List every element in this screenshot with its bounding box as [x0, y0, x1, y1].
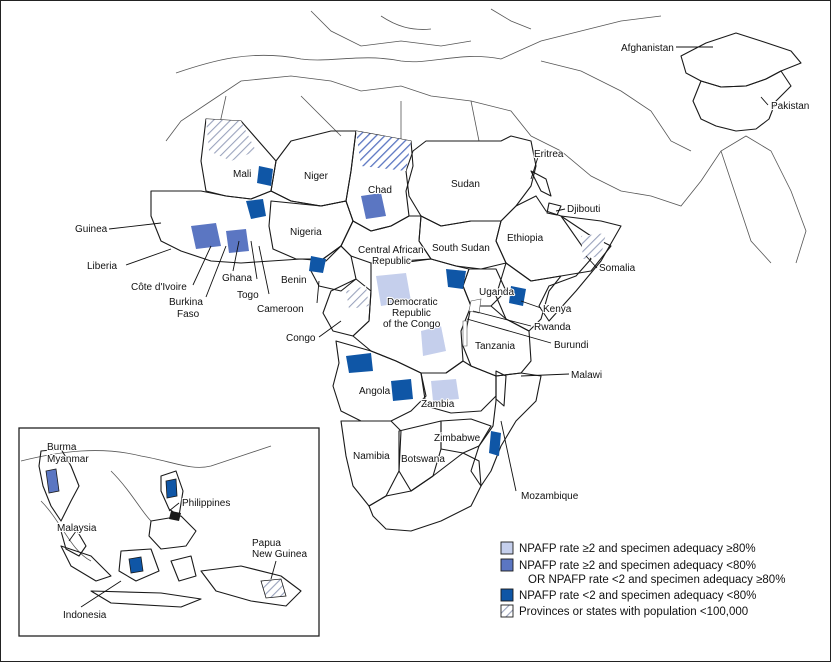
label-namibia: Namibia — [353, 451, 390, 462]
label-car-line2: Republic — [372, 256, 411, 267]
label-botswana: Botswana — [401, 454, 445, 465]
label-burma-line2: Myanmar — [47, 454, 89, 465]
legend: NPAFP rate ≥2 and specimen adequacy ≥80%… — [500, 541, 785, 618]
label-burkina-line1: Burkina — [169, 297, 203, 308]
legend-swatch-hatch — [500, 604, 514, 618]
label-mali: Mali — [233, 169, 251, 180]
label-sudan: Sudan — [451, 179, 480, 190]
legend-label-low: NPAFP rate <2 and specimen adequacy <80% — [519, 590, 756, 602]
label-cameroon: Cameroon — [257, 304, 304, 315]
label-angola: Angola — [359, 386, 391, 397]
label-eritrea: Eritrea — [534, 149, 564, 160]
somalia-region — [538, 215, 622, 322]
label-car-line1: Central African — [358, 245, 424, 256]
label-benin: Benin — [281, 275, 307, 286]
label-cote-divoire: Côte d'Ivoire — [131, 282, 187, 293]
label-guinea: Guinea — [75, 224, 108, 235]
country-labels: Afghanistan Pakistan Eritrea Mali Niger … — [46, 42, 811, 622]
leader-lines — [68, 46, 769, 608]
cameroon-region — [310, 245, 357, 292]
label-malaysia: Malaysia — [57, 523, 97, 534]
label-niger: Niger — [304, 171, 329, 182]
legend-swatch-mid — [500, 558, 514, 572]
label-drc-line2: Republic — [392, 308, 431, 319]
niger-region — [270, 130, 357, 207]
water — [462, 298, 482, 347]
angola-region — [332, 340, 427, 422]
tanzania-region — [462, 305, 532, 377]
inset-map — [18, 427, 320, 637]
label-ghana: Ghana — [222, 273, 252, 284]
legend-label-hatch: Provinces or states with population <100… — [519, 606, 748, 618]
legend-label-mid-line2: OR NPAFP rate <2 and specimen adequacy ≥… — [528, 574, 785, 586]
background-land — [165, 8, 807, 264]
mozambique-region — [470, 372, 542, 487]
label-afghanistan: Afghanistan — [621, 43, 674, 54]
malawi-region — [495, 370, 507, 407]
label-indonesia: Indonesia — [63, 610, 107, 621]
label-rwanda: Rwanda — [534, 322, 571, 333]
label-djibouti: Djibouti — [567, 204, 600, 215]
label-burma-line1: Burma — [47, 442, 77, 453]
label-drc-line1: Democratic — [387, 297, 438, 308]
district-overlays — [191, 119, 606, 456]
label-congo: Congo — [286, 333, 316, 344]
label-uganda: Uganda — [479, 287, 514, 298]
label-togo: Togo — [237, 290, 259, 301]
label-somalia: Somalia — [599, 263, 636, 274]
legend-label-high: NPAFP rate ≥2 and specimen adequacy ≥80% — [519, 543, 756, 555]
label-tanzania: Tanzania — [475, 341, 515, 352]
label-malawi: Malawi — [571, 370, 602, 381]
label-ethiopia: Ethiopia — [507, 233, 544, 244]
label-burkina-line2: Faso — [177, 309, 200, 320]
kenya-region — [495, 262, 562, 332]
legend-label-mid: NPAFP rate ≥2 and specimen adequacy <80% — [519, 560, 756, 572]
label-png-line2: New Guinea — [252, 549, 307, 560]
label-philippines: Philippines — [182, 498, 230, 509]
label-pakistan: Pakistan — [771, 101, 809, 112]
label-nigeria: Nigeria — [290, 227, 322, 238]
label-zambia: Zambia — [421, 399, 455, 410]
label-south-sudan: South Sudan — [432, 243, 490, 254]
legend-swatch-high — [500, 541, 514, 555]
label-drc-line3: of the Congo — [383, 319, 441, 330]
namibia-region — [340, 420, 402, 507]
afghanistan-region — [680, 32, 802, 88]
label-png-line1: Papua — [252, 538, 281, 549]
label-liberia: Liberia — [87, 261, 117, 272]
legend-swatch-low — [500, 588, 514, 602]
label-mozambique: Mozambique — [521, 491, 579, 502]
label-burundi: Burundi — [554, 340, 588, 351]
label-zimbabwe: Zimbabwe — [434, 433, 481, 444]
pakistan-region — [692, 70, 792, 132]
label-chad: Chad — [368, 185, 392, 196]
label-kenya: Kenya — [543, 304, 572, 315]
